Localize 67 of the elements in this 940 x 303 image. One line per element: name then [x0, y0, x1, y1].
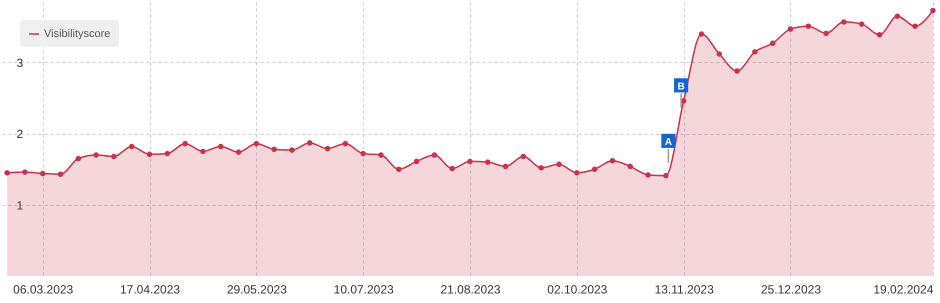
x-tick-label: 25.12.2023 — [760, 282, 822, 296]
point — [4, 170, 10, 176]
point — [592, 166, 598, 172]
x-tick-label: 06.03.2023 — [13, 282, 74, 296]
point — [770, 40, 776, 46]
point — [76, 156, 82, 162]
point — [432, 152, 438, 158]
point — [538, 165, 544, 171]
point — [360, 150, 366, 156]
point — [22, 169, 28, 175]
x-tick-label: 19.02.2024 — [873, 282, 934, 296]
point — [146, 152, 152, 158]
point — [164, 150, 170, 156]
y-tick-label: 2 — [16, 127, 24, 142]
point — [912, 23, 918, 29]
point — [858, 21, 864, 27]
point — [449, 166, 455, 172]
point — [307, 140, 312, 146]
point — [788, 26, 794, 32]
y-tick-label: 3 — [16, 56, 24, 70]
point — [610, 158, 616, 164]
point — [128, 144, 134, 150]
point — [823, 30, 829, 36]
point — [218, 144, 224, 150]
x-tick-label: 10.07.2023 — [334, 282, 394, 296]
point — [663, 172, 669, 178]
point — [645, 172, 651, 178]
point — [628, 164, 633, 170]
point — [111, 154, 117, 160]
point — [520, 154, 526, 160]
point — [752, 49, 758, 55]
point — [324, 146, 330, 152]
point — [342, 140, 348, 146]
point — [485, 159, 491, 165]
point — [182, 140, 188, 146]
point — [93, 152, 99, 158]
x-tick-label: 29.05.2023 — [226, 282, 288, 296]
point — [200, 148, 206, 154]
point — [734, 68, 740, 74]
point — [876, 32, 882, 38]
x-tick-label: 17.04.2023 — [120, 282, 180, 296]
point — [271, 146, 277, 152]
point — [894, 14, 900, 19]
point — [698, 31, 704, 37]
legend-label: Visibilityscore — [44, 28, 110, 40]
point — [556, 162, 562, 167]
point — [930, 8, 936, 14]
annotation: B — [677, 81, 685, 92]
annotation: A — [664, 136, 672, 148]
point — [414, 158, 420, 164]
point — [806, 23, 812, 29]
point — [396, 166, 402, 172]
point — [841, 19, 847, 25]
y-tick-label: 1 — [16, 198, 24, 212]
point — [378, 152, 384, 158]
point — [40, 170, 46, 176]
point — [289, 147, 295, 153]
point — [58, 171, 64, 177]
point — [574, 170, 580, 176]
point — [236, 149, 242, 155]
point — [716, 51, 722, 57]
point — [502, 164, 508, 170]
point — [254, 140, 260, 146]
point — [467, 158, 473, 164]
x-tick-label: 02.10.2023 — [547, 282, 608, 296]
x-tick-label: 21.08.2023 — [440, 282, 501, 296]
x-tick-label: 13.11.2023 — [654, 282, 714, 296]
